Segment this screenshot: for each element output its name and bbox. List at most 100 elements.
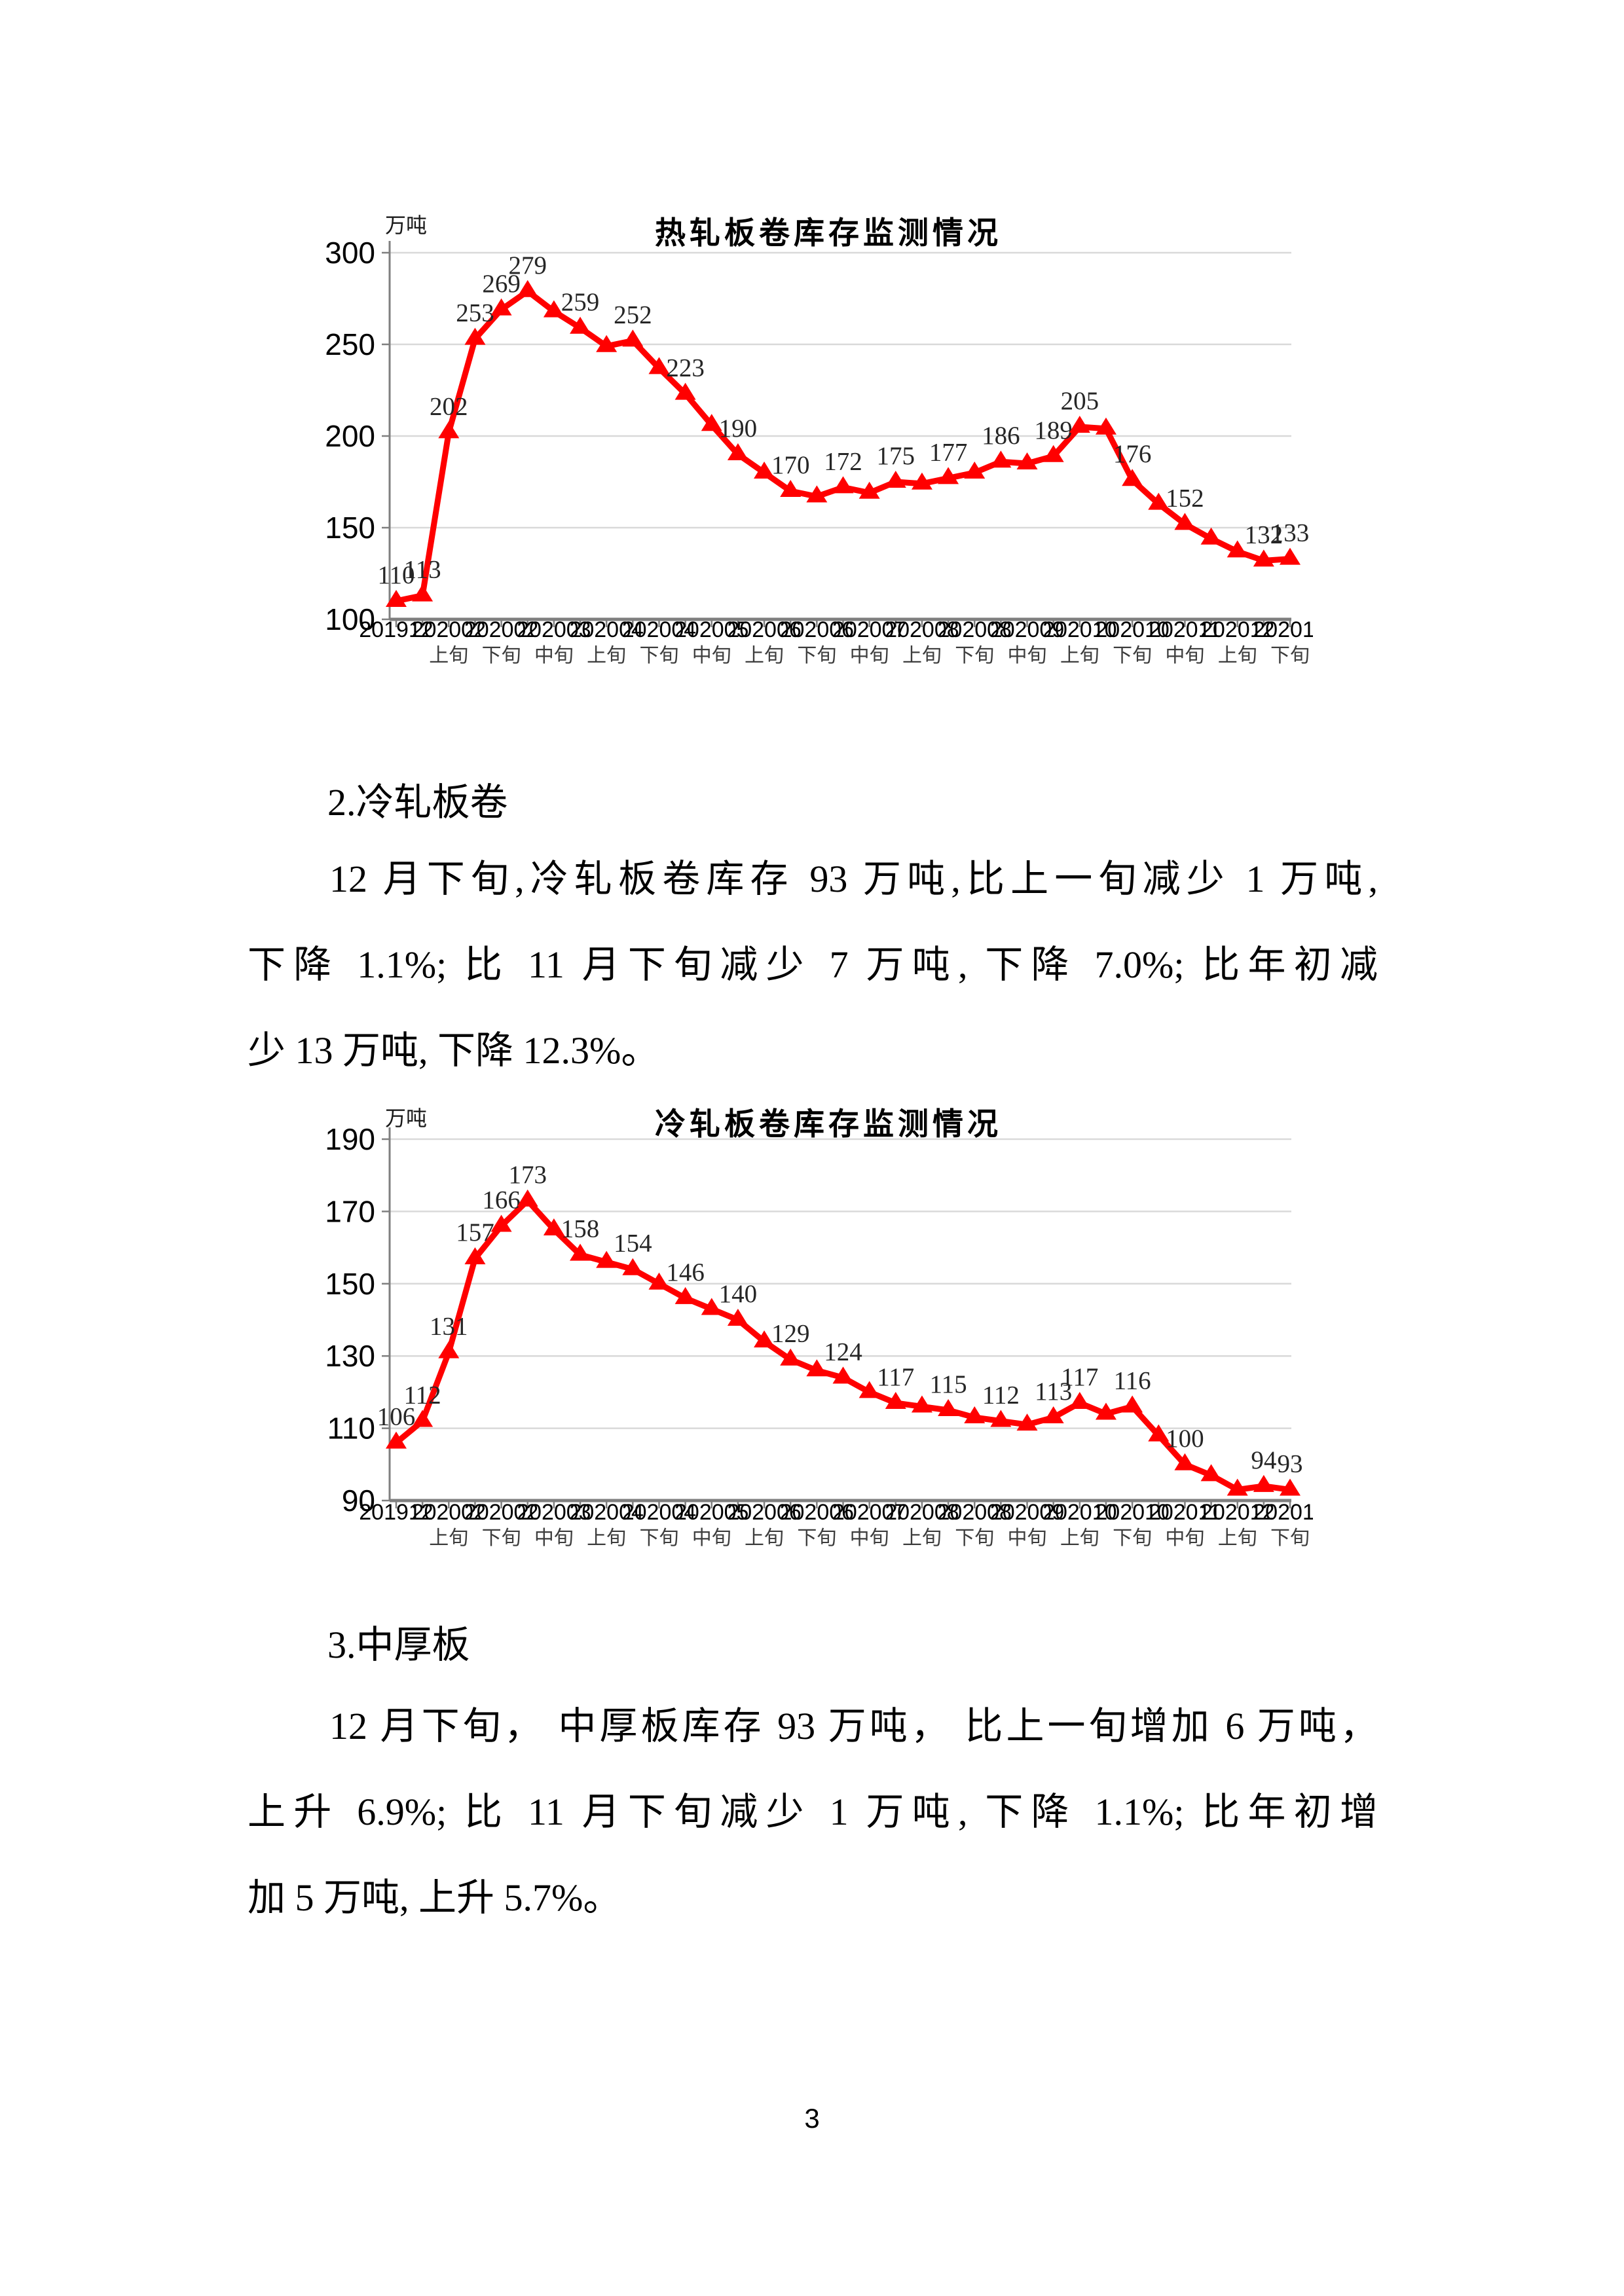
data-label: 93 <box>1278 1449 1303 1478</box>
x-tick-sublabel: 上旬 <box>1218 1527 1257 1549</box>
data-label: 113 <box>1035 1377 1072 1406</box>
triangle-marker <box>1227 540 1248 558</box>
x-tick-sublabel: 中旬 <box>692 1527 731 1549</box>
x-tick-sublabel: 下旬 <box>1270 645 1310 666</box>
x-tick-sublabel: 上旬 <box>902 1527 942 1549</box>
x-tick-sublabel: 下旬 <box>639 645 678 666</box>
data-label: 100 <box>1166 1425 1204 1453</box>
paragraph-line: 加 5 万吨, 上升 5.7%。 <box>248 1876 621 1919</box>
x-tick-sublabel: 上旬 <box>1218 645 1257 666</box>
triangle-marker <box>674 1286 696 1304</box>
x-tick-sublabel: 上旬 <box>745 645 784 666</box>
x-tick-label: 202010 <box>1043 1500 1116 1525</box>
x-tick-sublabel: 上旬 <box>745 1527 784 1549</box>
x-tick-sublabel: 下旬 <box>1113 645 1152 666</box>
data-label: 157 <box>456 1218 494 1247</box>
x-tick-label: 202012 <box>1253 1500 1313 1525</box>
triangle-marker <box>438 1341 460 1358</box>
y-tick-label: 190 <box>325 1122 375 1156</box>
triangle-marker <box>622 1258 644 1275</box>
x-tick-sublabel: 上旬 <box>587 645 626 666</box>
data-label: 115 <box>930 1370 967 1398</box>
x-tick-label: 202008 <box>885 617 959 642</box>
x-tick-sublabel: 中旬 <box>692 645 731 666</box>
data-label: 133 <box>1271 519 1310 547</box>
triangle-marker <box>517 280 538 297</box>
triangle-marker <box>754 1330 775 1348</box>
x-tick-sublabel: 上旬 <box>1060 645 1099 666</box>
y-tick-label: 300 <box>325 236 375 270</box>
triangle-marker <box>911 1395 932 1413</box>
x-tick-sublabel: 上旬 <box>587 1527 626 1549</box>
x-tick-sublabel: 下旬 <box>955 1527 994 1549</box>
hot-rolled-coil-chart: 300 250 200 150 100 201912 202002 上旬 202002 下旬 202… <box>288 206 1327 674</box>
data-label: 223 <box>666 354 705 382</box>
data-label: 173 <box>508 1161 547 1189</box>
triangle-marker <box>727 443 748 460</box>
x-tick-sublabel: 下旬 <box>955 645 994 666</box>
triangle-marker <box>885 471 906 488</box>
triangle-marker <box>806 1359 828 1377</box>
triangle-marker <box>412 584 434 602</box>
triangle-marker <box>990 1410 1012 1427</box>
y-tick-label: 150 <box>325 1267 375 1301</box>
x-tick-label: 202008 <box>938 617 1012 642</box>
data-label: 252 <box>614 301 652 329</box>
y-tick-label: 100 <box>325 602 375 636</box>
x-tick-label: 202007 <box>832 617 906 642</box>
data-label: 166 <box>482 1186 521 1214</box>
x-tick-sublabel: 下旬 <box>482 1527 521 1549</box>
x-tick-label: 202004 <box>569 617 643 642</box>
data-label: 189 <box>1034 416 1073 445</box>
chart-title: 热轧板卷库存监测情况 <box>655 217 1002 251</box>
x-tick-label: 202004 <box>569 1500 643 1525</box>
x-tick-sublabel: 下旬 <box>639 1527 678 1549</box>
data-label: 176 <box>1113 440 1152 468</box>
data-label: 94 <box>1251 1446 1276 1474</box>
triangle-marker <box>858 1381 880 1398</box>
triangle-marker <box>832 476 854 494</box>
triangle-marker <box>1227 1478 1248 1496</box>
triangle-marker <box>570 316 591 334</box>
x-tick-sublabel: 下旬 <box>482 645 521 666</box>
series-line <box>393 288 1293 604</box>
y-tick-label: 250 <box>325 327 375 361</box>
x-tick-label: 202003 <box>517 617 591 642</box>
x-tick-sublabel: 下旬 <box>797 1527 836 1549</box>
triangle-marker <box>938 1399 959 1416</box>
x-tick-label: 202011 <box>1149 1500 1221 1525</box>
y-tick-label: 110 <box>327 1412 375 1446</box>
x-tick-label: 201912 <box>359 617 433 642</box>
x-tick-sublabel: 中旬 <box>850 1527 889 1549</box>
x-tick-label: 202008 <box>885 1500 959 1525</box>
x-tick-label: 202009 <box>990 617 1064 642</box>
triangle-marker <box>1174 1453 1196 1470</box>
x-tick-label: 202006 <box>727 617 801 642</box>
x-tick-sublabel: 中旬 <box>1165 1527 1204 1549</box>
triangle-marker <box>490 298 512 316</box>
x-tick-label: 202008 <box>938 1500 1012 1525</box>
x-tick-sublabel: 上旬 <box>1060 1527 1099 1549</box>
triangle-marker <box>1069 1391 1090 1409</box>
x-tick-label: 202006 <box>780 1500 854 1525</box>
y-tick-label: 90 <box>342 1484 375 1518</box>
data-label: 117 <box>1061 1363 1098 1391</box>
triangle-marker <box>1095 1402 1116 1420</box>
x-tick-label: 202002 <box>464 1500 538 1525</box>
section-heading-medium-plate: 3.中厚板 <box>327 1624 470 1666</box>
triangle-marker <box>964 462 986 479</box>
data-label: 205 <box>1061 387 1099 415</box>
triangle-marker <box>490 1214 512 1232</box>
x-tick-label: 202002 <box>412 617 486 642</box>
triangle-marker <box>1148 492 1170 510</box>
triangle-marker <box>517 1189 538 1207</box>
x-tick-sublabel: 中旬 <box>1008 645 1047 666</box>
x-tick-sublabel: 中旬 <box>850 645 889 666</box>
triangle-marker <box>622 329 644 347</box>
triangle-marker <box>1200 1464 1222 1482</box>
paragraph-line: 12 月下旬， 中厚板库存 93 万吨， 比上一旬增加 6 万吨， <box>329 1705 1378 1747</box>
x-tick-label: 201912 <box>359 1500 433 1525</box>
data-label: 186 <box>982 422 1020 450</box>
triangle-marker <box>1069 416 1090 433</box>
